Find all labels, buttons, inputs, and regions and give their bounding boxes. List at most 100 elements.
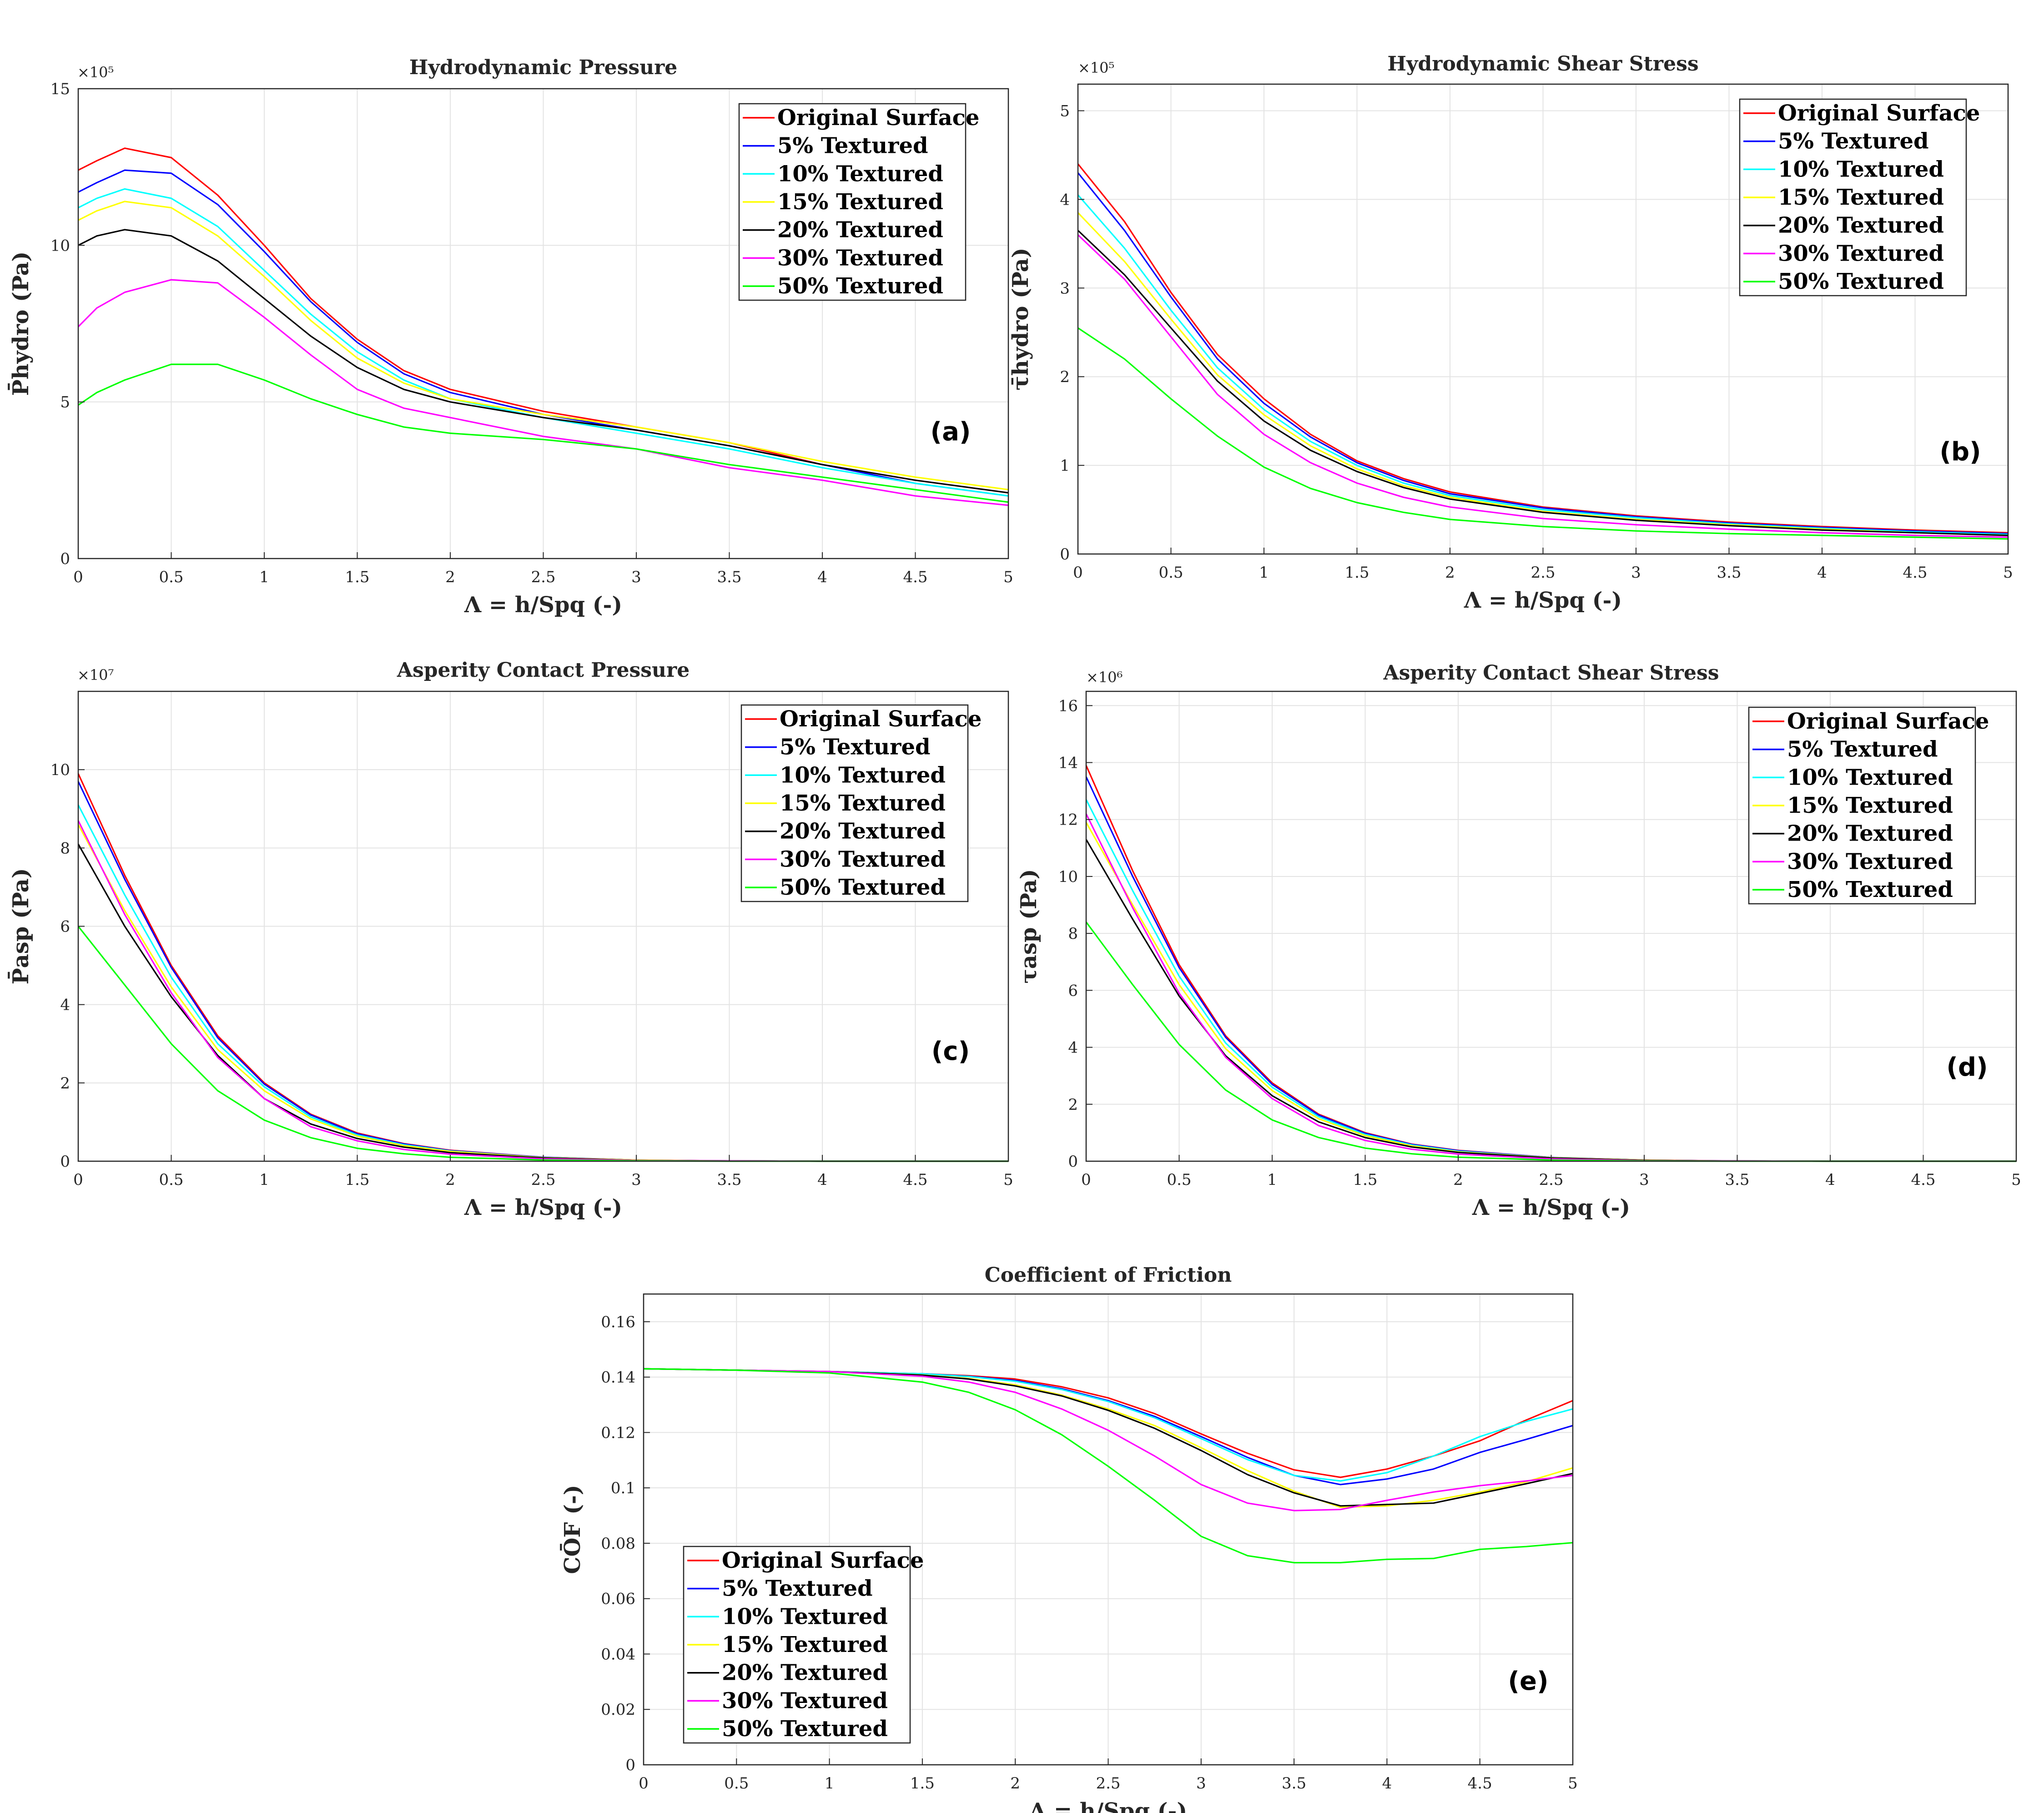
x-tick-label: 3.5 bbox=[717, 1171, 741, 1189]
series-line-0 bbox=[78, 147, 1009, 494]
legend-label: 30% Textured bbox=[780, 846, 946, 872]
y-tick-label: 16 bbox=[1058, 697, 1078, 715]
legend-label: 15% Textured bbox=[1787, 793, 1953, 818]
x-tick-label: 4 bbox=[1817, 564, 1827, 582]
x-tick-label: 2 bbox=[445, 568, 455, 586]
axis-multiplier: ×10⁶ bbox=[1086, 669, 1123, 686]
y-axis-label: τ̄hydro (Pa) bbox=[1008, 248, 1033, 391]
x-tick-label: 4.5 bbox=[1911, 1171, 1935, 1189]
x-tick-label: 0.5 bbox=[1158, 564, 1183, 582]
legend-label: 15% Textured bbox=[780, 791, 946, 816]
legend-box bbox=[1739, 98, 1967, 297]
x-tick-label: 0.5 bbox=[159, 568, 183, 586]
y-tick-label: 15 bbox=[50, 80, 70, 98]
x-tick-label: 3 bbox=[1639, 1171, 1649, 1189]
y-axis-label: P̄hydro (Pa) bbox=[7, 252, 34, 396]
x-tick-label: 0.5 bbox=[724, 1774, 749, 1793]
y-tick-label: 0.08 bbox=[601, 1535, 635, 1553]
legend-label: 50% Textured bbox=[777, 273, 943, 299]
y-tick-label: 4 bbox=[60, 996, 70, 1014]
y-axis-label: CŌF (-) bbox=[559, 1485, 585, 1574]
x-tick-label: 3 bbox=[1196, 1774, 1206, 1793]
series-line-5 bbox=[643, 1368, 1573, 1511]
legend-label: 15% Textured bbox=[1778, 185, 1944, 210]
x-tick-label: 2 bbox=[1010, 1774, 1020, 1793]
legend-box bbox=[683, 1546, 911, 1744]
y-tick-label: 2 bbox=[1060, 368, 1070, 386]
y-axis-label: τasp (Pa) bbox=[1016, 869, 1042, 983]
y-tick-label: 0.12 bbox=[601, 1424, 635, 1442]
y-tick-label: 0.02 bbox=[601, 1701, 635, 1719]
legend-label: 30% Textured bbox=[722, 1688, 888, 1713]
x-tick-label: 4 bbox=[1382, 1774, 1392, 1793]
panel-tag: (c) bbox=[931, 1037, 970, 1066]
x-tick-label: 3 bbox=[631, 1171, 641, 1189]
legend-label: 15% Textured bbox=[777, 189, 943, 215]
chart-title: Asperity Contact Pressure bbox=[397, 659, 690, 682]
y-tick-label: 0 bbox=[1060, 545, 1070, 564]
x-axis-label: Λ = h/Spq (-) bbox=[464, 592, 622, 618]
y-tick-label: 10 bbox=[1058, 868, 1078, 886]
legend-label: 15% Textured bbox=[722, 1632, 888, 1657]
legend-label: 10% Textured bbox=[777, 161, 943, 186]
x-tick-label: 4 bbox=[817, 1171, 827, 1189]
x-tick-label: 0 bbox=[1073, 564, 1083, 582]
legend-label: 5% Textured bbox=[777, 133, 928, 159]
chart-title: Coefficient of Friction bbox=[985, 1264, 1232, 1287]
x-axis-label: Λ = h/Spq (-) bbox=[1464, 588, 1622, 613]
legend-label: Original Surface bbox=[777, 105, 979, 131]
x-tick-label: 2.5 bbox=[531, 568, 555, 586]
y-tick-label: 0.1 bbox=[611, 1479, 635, 1497]
series-line-1 bbox=[1077, 172, 2009, 534]
x-tick-label: 5 bbox=[1568, 1774, 1578, 1793]
y-tick-label: 8 bbox=[1068, 925, 1078, 943]
legend-label: 30% Textured bbox=[1787, 849, 1953, 874]
x-tick-label: 3.5 bbox=[1725, 1171, 1749, 1189]
x-tick-label: 4.5 bbox=[1903, 564, 1927, 582]
series-line-6 bbox=[643, 1368, 1573, 1564]
x-tick-label: 0 bbox=[1081, 1171, 1091, 1189]
x-tick-label: 0.5 bbox=[159, 1171, 183, 1189]
y-tick-label: 12 bbox=[1058, 811, 1078, 829]
y-tick-label: 14 bbox=[1058, 754, 1078, 772]
axis-multiplier: ×10⁵ bbox=[1078, 59, 1114, 76]
y-tick-label: 0.14 bbox=[601, 1369, 635, 1387]
x-tick-label: 1 bbox=[825, 1774, 835, 1793]
x-tick-label: 3.5 bbox=[1282, 1774, 1306, 1793]
axis-multiplier: ×10⁷ bbox=[77, 666, 114, 684]
series-line-4 bbox=[78, 229, 1009, 494]
y-tick-label: 0 bbox=[1068, 1153, 1078, 1171]
chart-panel-b: 0 0.5 1 1.5 2 2.5 3 3.5 4 4.5 5 0 1 2 3 4 5 Hydrodynamic … bbox=[1008, 52, 2013, 613]
legend-box bbox=[1748, 706, 1976, 905]
y-tick-label: 0 bbox=[60, 550, 70, 568]
legend-label: 20% Textured bbox=[722, 1660, 888, 1686]
legend-label: 5% Textured bbox=[1778, 129, 1929, 154]
panel-tag: (b) bbox=[1939, 437, 1981, 467]
chart-title: Asperity Contact Shear Stress bbox=[1383, 661, 1719, 685]
y-tick-label: 2 bbox=[1068, 1096, 1078, 1114]
legend-label: 5% Textured bbox=[1787, 737, 1938, 762]
x-tick-label: 1.5 bbox=[910, 1774, 935, 1793]
series-line-3 bbox=[1077, 212, 2009, 536]
x-tick-label: 4.5 bbox=[1468, 1774, 1492, 1793]
legend-label: 30% Textured bbox=[777, 245, 943, 271]
y-tick-label: 4 bbox=[1060, 191, 1070, 209]
x-tick-label: 1.5 bbox=[345, 568, 369, 586]
x-tick-label: 1 bbox=[259, 1171, 269, 1189]
legend-box bbox=[740, 704, 969, 902]
x-tick-label: 3 bbox=[1631, 564, 1641, 582]
legend-label: 10% Textured bbox=[722, 1604, 888, 1629]
y-tick-label: 4 bbox=[1068, 1039, 1078, 1057]
y-tick-label: 0.06 bbox=[601, 1590, 635, 1608]
x-tick-label: 4.5 bbox=[903, 568, 927, 586]
y-tick-label: 10 bbox=[50, 761, 70, 779]
panel-tag: (d) bbox=[1946, 1053, 1988, 1082]
x-tick-label: 1 bbox=[1259, 564, 1269, 582]
y-tick-label: 6 bbox=[60, 918, 70, 936]
legend-label: 50% Textured bbox=[1787, 877, 1953, 902]
chart-panel-c: 0 0.5 1 1.5 2 2.5 3 3.5 4 4.5 5 0 2 4 6 8 10 Asperity Con… bbox=[7, 659, 1013, 1220]
x-tick-label: 5 bbox=[2003, 564, 2013, 582]
legend-label: Original Surface bbox=[1787, 709, 1989, 734]
